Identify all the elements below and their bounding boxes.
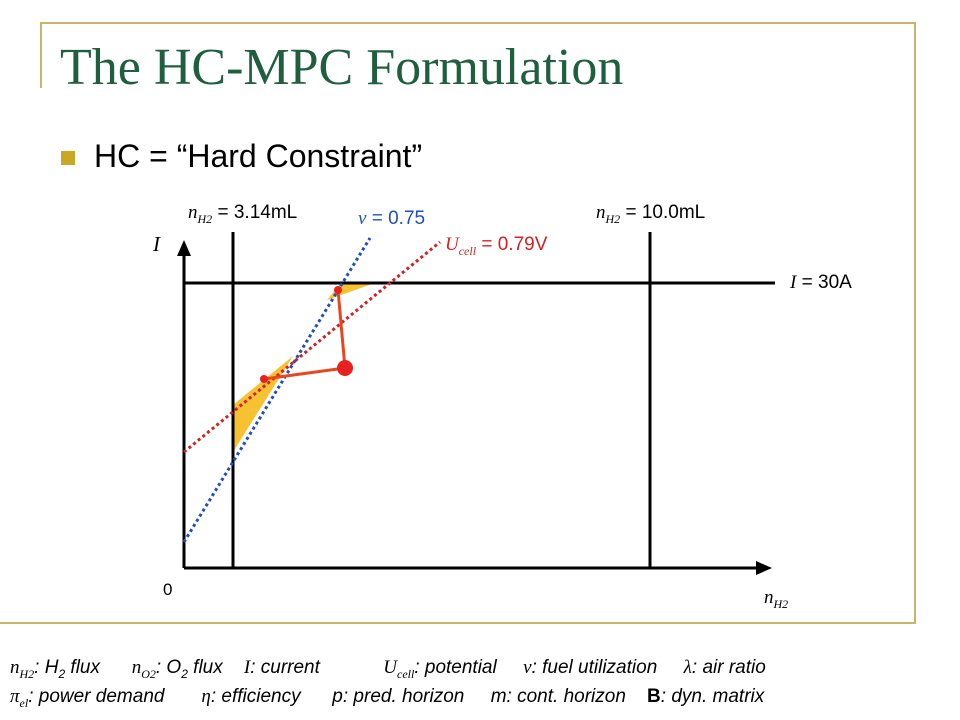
nh2-max-label: nH2 = 10.0mL — [596, 202, 706, 226]
ucell-label: Ucell = 0.79V — [445, 234, 548, 258]
current-state-point — [337, 360, 353, 376]
frame-left-border — [40, 22, 42, 88]
legend-nh2: nH2: H2 flux — [10, 657, 100, 681]
frame-right-border — [914, 22, 916, 624]
legend-ucell: Ucell: potential — [383, 657, 497, 681]
legend-nu: ν: fuel utilization — [523, 657, 658, 678]
cell-potential-line — [183, 240, 441, 454]
legend-no2: nO2: O2 flux — [131, 657, 223, 681]
feasible-region-lower — [233, 356, 293, 452]
y-axis-arrow-icon — [177, 240, 191, 256]
bullet-text: HC = “Hard Constraint” — [94, 138, 423, 174]
legend-line-1: nH2: H2 flux nO2: O2 flux I: current Uce… — [10, 657, 766, 682]
bullet-square-icon — [61, 151, 75, 165]
origin-label: 0 — [163, 580, 173, 599]
feasible-region-upper — [327, 283, 375, 300]
legend-pi: πel: power demand — [10, 686, 165, 710]
current-limit-label: I = 30A — [790, 272, 852, 293]
legend-current: I: current — [243, 657, 320, 678]
nu-label: ν = 0.75 — [358, 208, 426, 229]
candidate-point-upper — [334, 286, 342, 294]
legend-b: B: dyn. matrix — [647, 686, 765, 707]
slide-title: The HC-MPC Formulation — [60, 39, 624, 96]
frame-bottom-border — [0, 622, 916, 624]
candidate-point-lower — [260, 375, 268, 383]
legend-m: m: cont. horizon — [490, 686, 626, 707]
y-axis-label: I — [153, 232, 160, 256]
legend-eta: η: efficiency — [201, 686, 301, 707]
x-axis-arrow-icon — [756, 561, 772, 575]
frame-top-border — [40, 22, 916, 24]
path-segment-1 — [263, 366, 346, 381]
x-axis-label: nH2 — [764, 587, 789, 611]
legend-lambda: λ: air ratio — [683, 657, 766, 678]
nh2-min-label: nH2 = 3.14mL — [188, 202, 298, 226]
legend-p: p: pred. horizon — [332, 686, 465, 707]
legend-line-2: πel: power demand η: efficiency p: pred.… — [10, 686, 764, 711]
path-segment-2 — [336, 289, 347, 369]
